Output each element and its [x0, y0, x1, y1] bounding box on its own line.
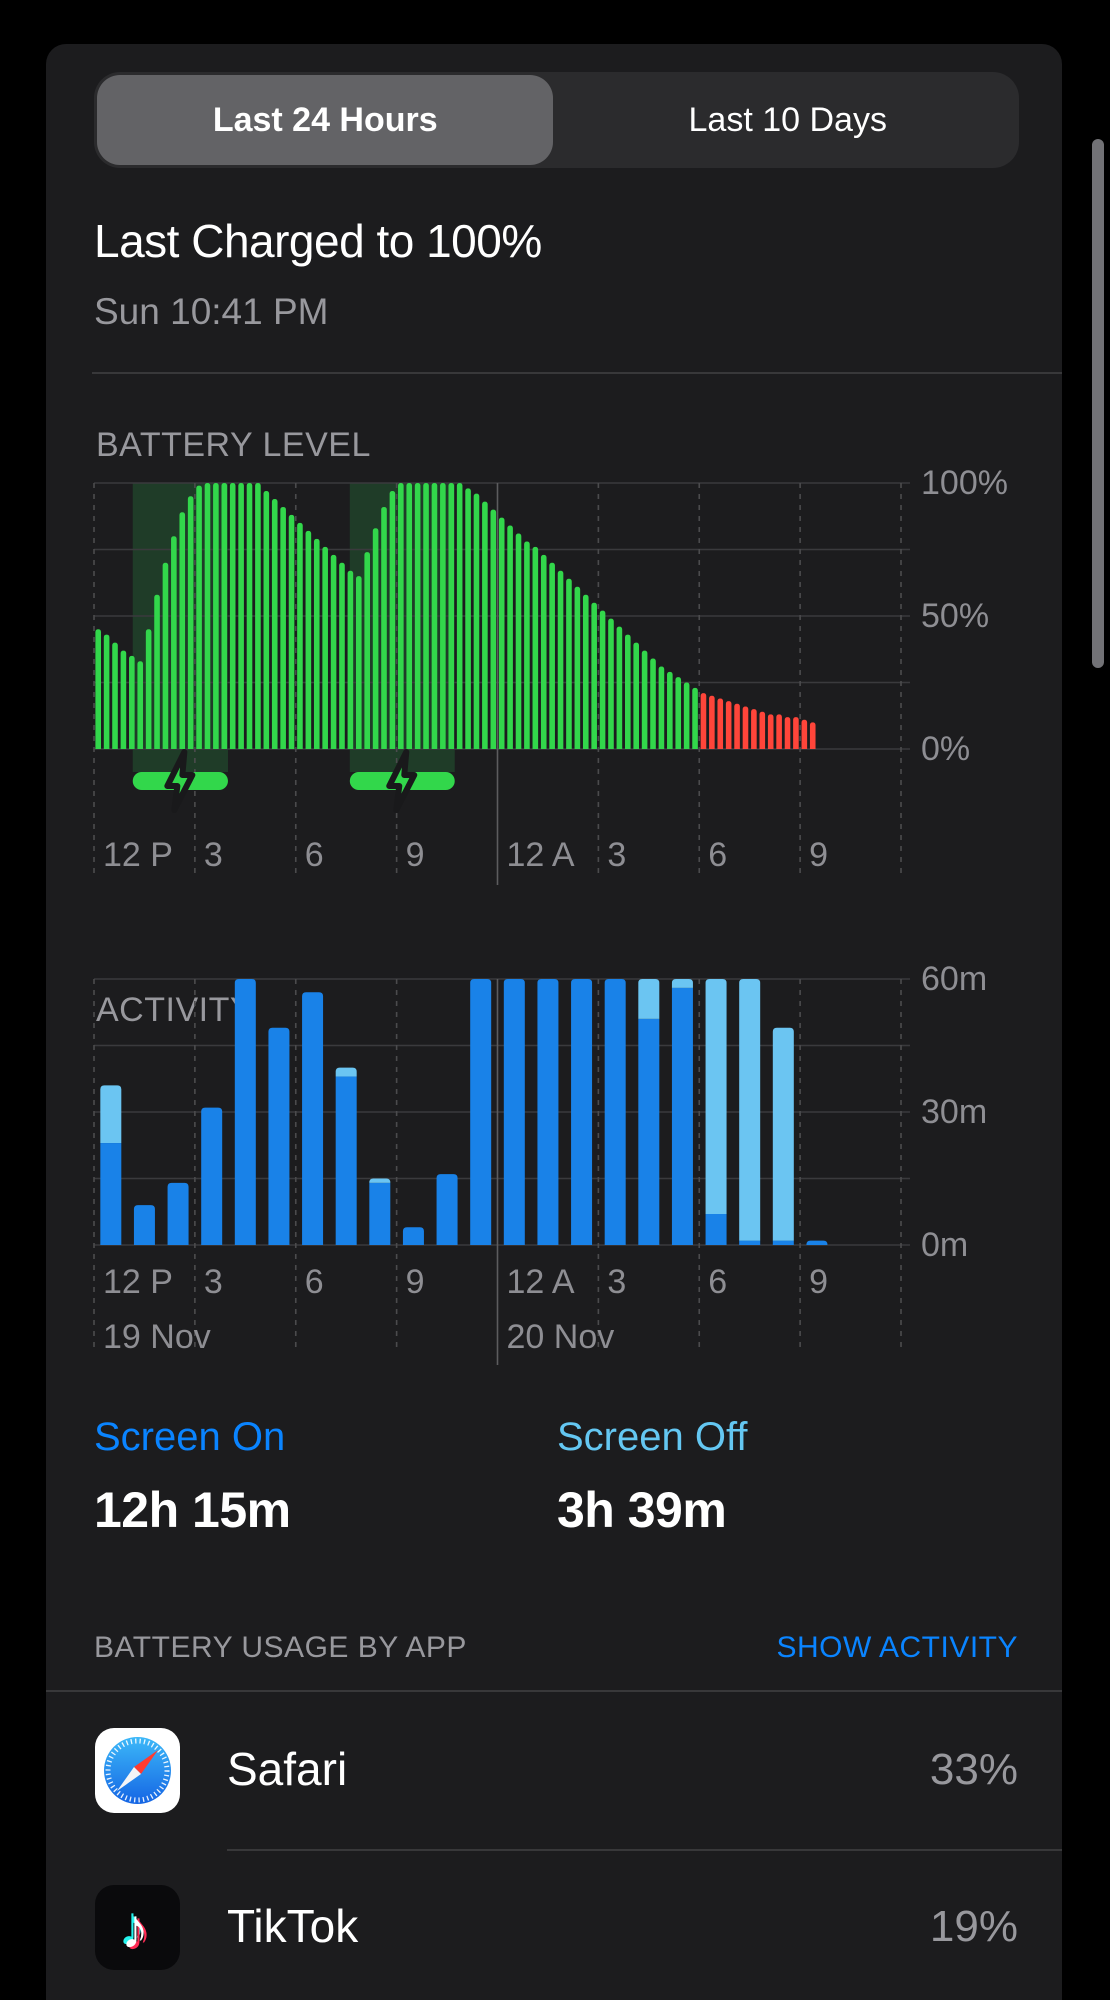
battery-level-section-title: BATTERY LEVEL — [96, 426, 371, 464]
scrollbar[interactable] — [1092, 139, 1104, 668]
divider — [227, 1849, 1062, 1851]
app-battery-percent: 19% — [929, 1902, 1018, 1951]
screen-on-label: Screen On — [94, 1415, 286, 1459]
svg-text:9: 9 — [809, 1263, 828, 1301]
svg-text:0%: 0% — [921, 730, 970, 768]
svg-text:0m: 0m — [921, 1226, 968, 1264]
activity-chart[interactable]: 60m 30m 0m 12 P 3 6 9 12 A 3 6 9 19 Nov 20 Nov — [0, 945, 1110, 1370]
show-activity-button[interactable]: SHOW ACTIVITY — [776, 1631, 1018, 1664]
svg-text:60m: 60m — [921, 960, 987, 998]
svg-text:3: 3 — [204, 836, 223, 874]
segmented-selection-thumb — [97, 75, 553, 165]
divider — [92, 372, 1062, 374]
svg-text:20 Nov: 20 Nov — [507, 1318, 615, 1356]
safari-compass-icon — [95, 1728, 180, 1813]
app-name: TikTok — [227, 1900, 359, 1952]
svg-text:12 A: 12 A — [507, 836, 575, 874]
battery-level-chart[interactable]: 100% 50% 0% 12 P 3 6 9 12 A 3 6 9 — [0, 455, 1110, 890]
svg-text:19 Nov: 19 Nov — [103, 1318, 211, 1356]
activity-section-title: ACTIVITY — [96, 991, 254, 1029]
svg-text:50%: 50% — [921, 597, 989, 635]
screen-on-value: 12h 15m — [94, 1482, 291, 1538]
svg-text:12 P: 12 P — [103, 1263, 173, 1301]
svg-text:6: 6 — [305, 1263, 324, 1301]
app-battery-percent: 33% — [929, 1745, 1018, 1794]
divider — [46, 1690, 1062, 1692]
svg-text:12 A: 12 A — [507, 1263, 575, 1301]
svg-text:3: 3 — [607, 1263, 626, 1301]
last-charged-timestamp: Sun 10:41 PM — [94, 291, 329, 332]
svg-text:100%: 100% — [921, 464, 1008, 502]
svg-text:9: 9 — [406, 836, 425, 874]
page-title: Last Charged to 100% — [94, 215, 542, 267]
svg-text:6: 6 — [708, 836, 727, 874]
svg-text:6: 6 — [305, 836, 324, 874]
svg-text:12 P: 12 P — [103, 836, 173, 874]
tab-last-24-hours[interactable]: Last 24 Hours — [212, 100, 438, 139]
svg-text:♪: ♪ — [121, 1897, 149, 1960]
screen-off-value: 3h 39m — [557, 1482, 727, 1538]
app-name: Safari — [227, 1743, 348, 1795]
tab-last-10-days[interactable]: Last 10 Days — [688, 100, 887, 139]
svg-text:♪: ♪ — [118, 1894, 146, 1957]
svg-text:9: 9 — [809, 836, 828, 874]
svg-text:3: 3 — [204, 1263, 223, 1301]
svg-text:9: 9 — [406, 1263, 425, 1301]
svg-text:30m: 30m — [921, 1093, 987, 1131]
battery-usage-section-title: BATTERY USAGE BY APP — [94, 1631, 467, 1664]
svg-text:3: 3 — [607, 836, 626, 874]
tiktok-note-icon: ♪ ♪ ♪ — [95, 1885, 180, 1970]
svg-text:♪: ♪ — [124, 1899, 152, 1962]
screen-off-label: Screen Off — [557, 1415, 748, 1459]
svg-text:6: 6 — [708, 1263, 727, 1301]
time-range-segmented-control[interactable]: Last 24 Hours Last 10 Days — [94, 72, 1019, 168]
